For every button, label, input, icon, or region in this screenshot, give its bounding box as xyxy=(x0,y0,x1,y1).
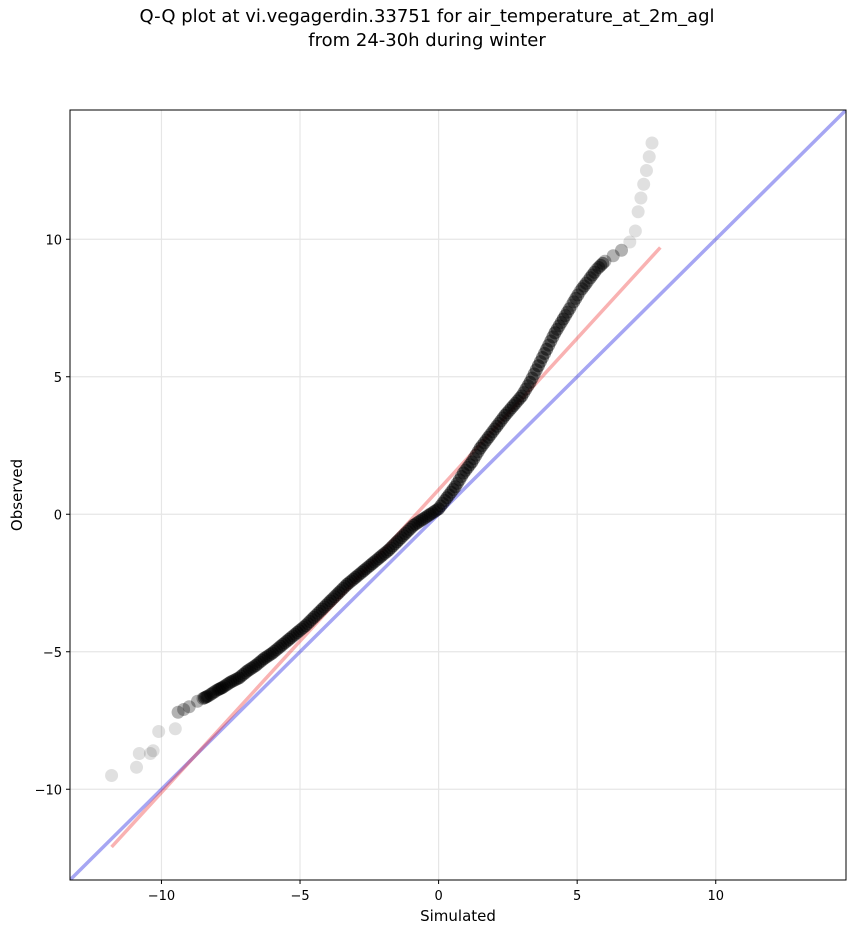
data-points xyxy=(105,136,659,782)
grid-lines xyxy=(70,110,846,880)
data-point xyxy=(202,689,216,703)
data-point xyxy=(550,322,564,336)
data-point xyxy=(565,298,579,312)
chart-title-line-1: Q-Q plot at vi.vegagerdin.33751 for air_… xyxy=(139,6,715,27)
data-point xyxy=(177,703,191,716)
data-point xyxy=(200,689,214,703)
x-tick-label: −10 xyxy=(148,889,175,904)
data-point xyxy=(569,291,583,305)
y-axis-label: Observed xyxy=(8,459,26,531)
data-point xyxy=(571,288,585,302)
y-tick-label: 10 xyxy=(45,233,62,248)
data-point xyxy=(575,282,589,296)
data-point xyxy=(533,355,547,369)
data-point xyxy=(390,535,404,549)
data-point xyxy=(515,389,529,403)
data-point xyxy=(577,279,591,293)
data-point xyxy=(615,243,629,257)
identity-line xyxy=(70,110,846,880)
data-point xyxy=(467,452,481,466)
data-point xyxy=(531,359,545,373)
data-point xyxy=(558,309,572,323)
y-tick-label: −10 xyxy=(35,783,62,798)
data-point xyxy=(143,747,157,760)
data-point xyxy=(594,258,608,272)
data-point xyxy=(579,276,593,290)
data-point xyxy=(596,256,610,270)
data-point xyxy=(204,687,218,701)
data-point xyxy=(606,249,620,263)
y-tick-label: −5 xyxy=(43,646,62,661)
data-point xyxy=(481,430,495,444)
data-point xyxy=(498,408,512,422)
x-tick-label: 5 xyxy=(573,889,581,904)
data-point xyxy=(548,326,562,340)
data-point xyxy=(637,177,651,191)
data-point xyxy=(639,164,653,177)
data-point xyxy=(628,224,642,238)
chart-title-line-2: from 24-30h during winter xyxy=(308,30,546,51)
data-point xyxy=(623,235,637,249)
data-point xyxy=(581,274,595,287)
data-point xyxy=(598,254,612,268)
data-point xyxy=(448,480,462,494)
data-point xyxy=(506,399,520,413)
data-point xyxy=(457,466,471,480)
data-point xyxy=(573,285,587,298)
data-point xyxy=(190,694,204,708)
data-point xyxy=(440,491,454,505)
data-point xyxy=(556,312,570,326)
data-point xyxy=(567,295,581,309)
data-point xyxy=(432,502,446,516)
y-tick-label: 5 xyxy=(54,371,62,386)
data-point xyxy=(560,305,574,319)
x-axis-label: Simulated xyxy=(420,907,496,925)
x-tick-label: 0 xyxy=(434,889,442,904)
data-point xyxy=(315,602,329,616)
data-point xyxy=(332,586,346,600)
data-point xyxy=(634,191,648,205)
y-tick-label: 0 xyxy=(54,508,62,523)
data-point xyxy=(130,760,144,774)
data-point xyxy=(146,744,160,758)
data-point xyxy=(583,271,597,285)
data-point xyxy=(105,769,119,782)
x-tick-label: −5 xyxy=(290,889,309,904)
data-point xyxy=(517,386,531,400)
data-point xyxy=(450,476,464,490)
data-point xyxy=(398,527,412,540)
data-point xyxy=(542,338,556,352)
data-point xyxy=(307,610,321,624)
data-point xyxy=(587,265,601,279)
data-point xyxy=(473,441,487,455)
data-point xyxy=(631,205,645,219)
data-point xyxy=(199,690,213,704)
data-point xyxy=(523,375,537,389)
data-point xyxy=(206,686,220,700)
data-point xyxy=(590,263,604,276)
data-point xyxy=(645,136,659,150)
data-point xyxy=(540,342,554,356)
data-point xyxy=(642,150,656,164)
data-point xyxy=(490,419,504,433)
data-point xyxy=(525,371,539,385)
data-point xyxy=(182,700,196,714)
data-point xyxy=(592,260,606,274)
data-point xyxy=(196,692,210,705)
data-point xyxy=(171,705,185,719)
data-point xyxy=(299,619,313,633)
data-point xyxy=(563,302,577,316)
data-point xyxy=(152,725,166,738)
data-point xyxy=(585,268,599,282)
data-point xyxy=(168,722,182,736)
data-point xyxy=(197,691,211,705)
data-point xyxy=(132,747,146,760)
data-point xyxy=(382,543,396,557)
data-point xyxy=(324,594,338,608)
x-tick-label: 10 xyxy=(707,889,724,904)
plot-frame xyxy=(69,109,847,881)
data-point xyxy=(465,455,479,469)
